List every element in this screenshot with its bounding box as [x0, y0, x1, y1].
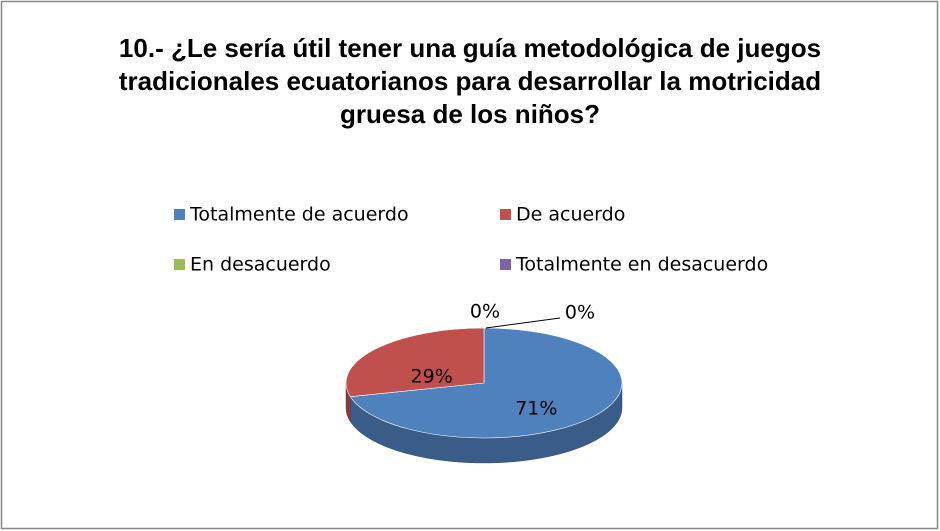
legend-swatch: [174, 259, 185, 270]
legend-swatch: [500, 259, 511, 270]
data-label: 71%: [515, 398, 557, 420]
leader-line: [485, 317, 561, 329]
legend-label: En desacuerdo: [190, 254, 331, 276]
legend-label: De acuerdo: [516, 204, 625, 226]
pie-slice: [345, 327, 485, 397]
chart-title: 10.- ¿Le sería útil tener una guía metod…: [118, 33, 822, 129]
legend-label: Totalmente en desacuerdo: [515, 254, 768, 276]
data-label: 0%: [470, 301, 500, 323]
data-label: 0%: [565, 302, 595, 324]
data-label: 29%: [411, 365, 453, 387]
pie-slice: [349, 327, 623, 439]
legend-label: Totalmente de acuerdo: [189, 204, 409, 226]
legend-swatch: [500, 209, 511, 220]
legend-swatch: [174, 209, 185, 220]
